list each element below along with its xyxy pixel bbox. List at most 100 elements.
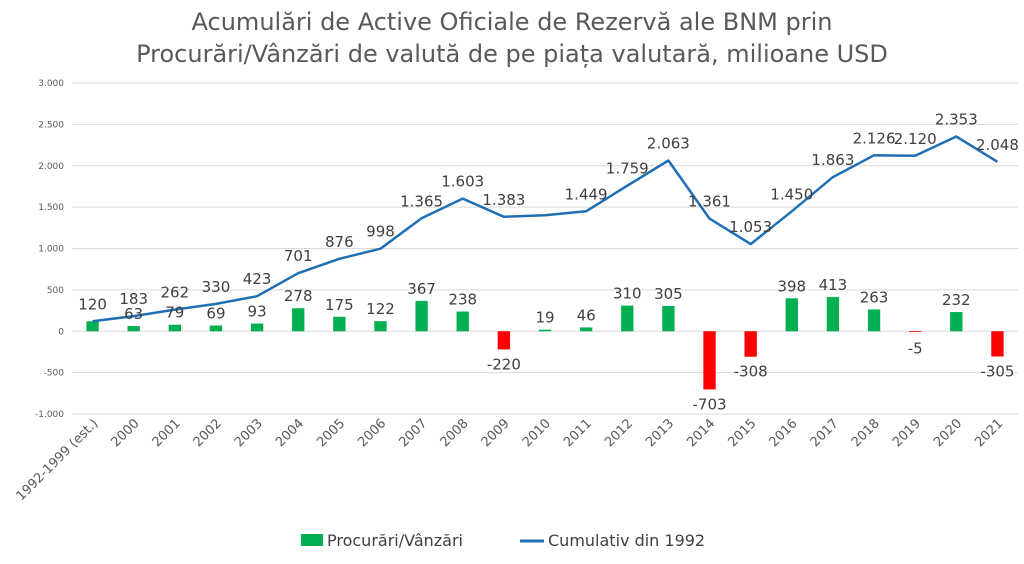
line-data-label: 1.365 — [400, 192, 443, 210]
bar-data-label: 46 — [577, 306, 596, 324]
bar-data-label: 413 — [819, 276, 848, 294]
line-data-label: 1.863 — [811, 151, 854, 169]
y-tick-label: -1.000 — [35, 410, 64, 420]
bar — [333, 316, 346, 332]
bar-data-label: 122 — [366, 300, 395, 318]
line-data-label: 2.063 — [647, 135, 690, 153]
line-data-label: 1.383 — [482, 191, 525, 209]
y-tick-label: -500 — [44, 369, 65, 379]
chart-title-line2: Procurări/Vânzări de valută de pe piața … — [136, 40, 888, 68]
bar-data-label: -308 — [734, 363, 768, 381]
bar — [209, 325, 223, 332]
y-tick-label: 1.500 — [38, 203, 64, 213]
bar — [168, 324, 181, 332]
bar-data-label: 69 — [206, 305, 225, 323]
x-tick-label: 2003 — [232, 416, 266, 450]
x-tick-label: 2013 — [643, 416, 677, 450]
line-data-label: 1.603 — [441, 173, 484, 191]
bar — [415, 300, 428, 332]
x-tick-label: 2012 — [602, 416, 636, 450]
x-tick-label: 2000 — [109, 416, 143, 450]
line-data-label: 998 — [366, 223, 395, 241]
y-tick-label: 2.500 — [38, 120, 64, 130]
y-tick-label: 1.000 — [38, 245, 64, 255]
bar — [86, 321, 99, 332]
bar — [374, 321, 387, 332]
y-tick-label: 0 — [58, 327, 64, 337]
y-tick-label: 2.000 — [38, 162, 64, 172]
bar-data-label: 398 — [777, 277, 806, 295]
x-tick-label: 2007 — [396, 416, 430, 450]
chart-title-line1: Acumulări de Active Oficiale de Rezervă … — [191, 8, 833, 36]
x-tick-label: 1992-1999 (est.) — [14, 416, 102, 504]
bar-data-label: 19 — [535, 309, 554, 327]
bar-data-label: 305 — [654, 285, 683, 303]
legend-label-line: Cumulativ din 1992 — [548, 531, 705, 550]
bar-data-label: 367 — [407, 280, 436, 298]
y-tick-label: 3.000 — [38, 79, 64, 89]
x-tick-label: 2020 — [931, 416, 965, 450]
x-tick-label: 2002 — [191, 416, 225, 450]
bar-data-label: 63 — [124, 305, 143, 323]
bar-data-label: 278 — [284, 287, 313, 305]
bar-data-label: -305 — [980, 362, 1014, 380]
x-tick-label: 2001 — [150, 416, 184, 450]
line-data-label: 1.361 — [688, 193, 731, 211]
bar-data-label: -220 — [487, 355, 521, 373]
bar-data-label: 263 — [860, 288, 889, 306]
x-tick-label: 2004 — [273, 416, 307, 450]
x-tick-label: 2010 — [520, 416, 554, 450]
bar — [292, 308, 305, 332]
bar — [621, 305, 634, 332]
bar — [785, 298, 798, 332]
bar-data-label: 232 — [942, 291, 971, 309]
bar — [538, 329, 552, 332]
bar — [497, 331, 511, 350]
bar-data-label: 310 — [613, 285, 642, 303]
bar — [950, 312, 963, 332]
bar — [991, 331, 1004, 357]
x-tick-label: 2008 — [438, 416, 472, 450]
line-data-label: 2.120 — [894, 130, 937, 148]
x-tick-label: 2015 — [725, 416, 759, 450]
line-data-label: 1.053 — [729, 218, 772, 236]
x-tick-label: 2017 — [808, 416, 842, 450]
line-data-label: 701 — [284, 247, 313, 265]
bar — [579, 327, 593, 332]
cumulative-line — [92, 135, 999, 323]
line-data-label: 2.353 — [935, 111, 978, 129]
x-tick-label: 2005 — [314, 416, 348, 450]
bar — [703, 331, 716, 390]
bar — [909, 331, 922, 333]
bar — [826, 297, 840, 332]
line-data-label: 183 — [119, 290, 148, 308]
legend-swatch-bars — [301, 534, 323, 546]
bar — [867, 309, 881, 332]
line-data-label: 876 — [325, 233, 354, 251]
x-tick-label: 2014 — [684, 416, 718, 450]
line-data-label: 2.048 — [976, 136, 1019, 154]
bar-data-label: -703 — [692, 395, 726, 413]
x-tick-label: 2018 — [849, 416, 883, 450]
line-data-label: 330 — [202, 278, 231, 296]
line-data-label: 423 — [243, 270, 272, 288]
x-tick-label: 2006 — [355, 416, 389, 450]
bar — [250, 323, 264, 332]
line-data-label: 2.126 — [853, 129, 896, 147]
line-data-label: 1.450 — [770, 185, 813, 203]
x-tick-label: 2009 — [479, 416, 513, 450]
bar — [662, 306, 675, 332]
bar — [456, 311, 469, 332]
bar — [744, 331, 757, 357]
bar-data-label: 238 — [448, 291, 477, 309]
bar-data-label: 175 — [325, 296, 354, 314]
bar-data-label: 93 — [248, 303, 267, 321]
line-data-label: 1.449 — [565, 185, 608, 203]
line-data-label: 1.759 — [606, 160, 649, 178]
x-tick-label: 2019 — [890, 416, 924, 450]
line-data-label: 262 — [161, 284, 190, 302]
x-tick-label: 2021 — [972, 416, 1006, 450]
legend-label-bars: Procurări/Vânzări — [327, 531, 463, 550]
